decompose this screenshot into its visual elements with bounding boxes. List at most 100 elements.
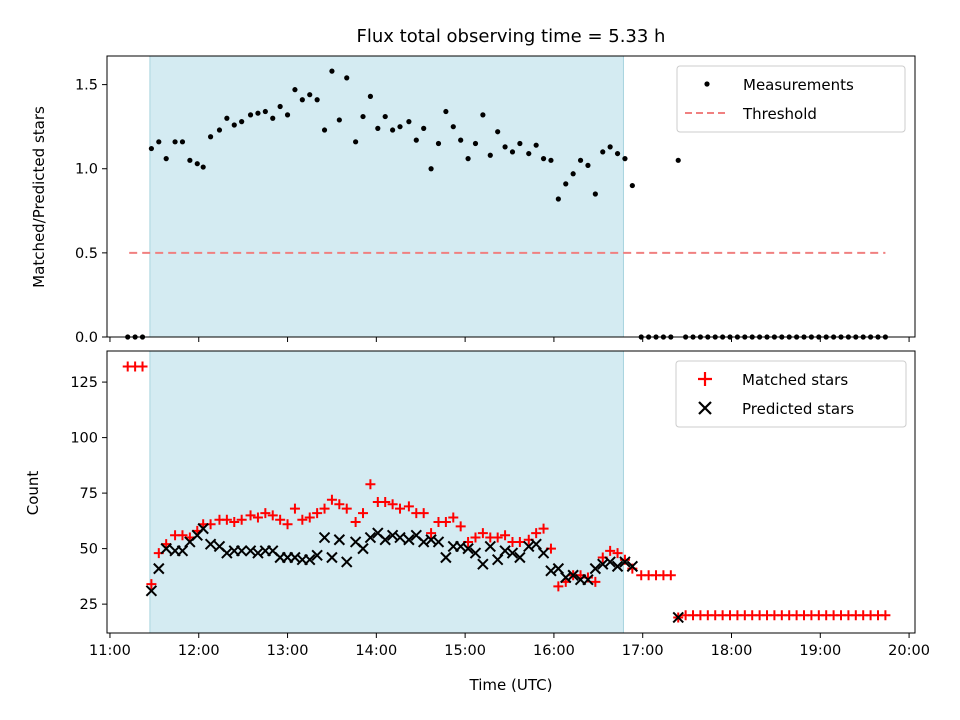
y-tick-label: 0.0 [75,330,98,346]
matched-star-point [229,516,240,527]
matched-star-point [137,361,148,372]
measurement-point [277,103,283,110]
measurement-point [360,113,366,120]
legend-predicted-label: Predicted stars [742,400,854,418]
y-tick-label: 0.5 [75,246,98,262]
chart-title: Flux total observing time = 5.33 h [357,26,666,47]
predicted-star-point [477,558,489,570]
y-tick-label: 1.5 [75,78,98,94]
matched-star-point [267,510,278,521]
matched-star-point [312,508,323,519]
bottom-x-axis-label: Time (UTC) [469,676,553,694]
x-tick-label: 14:00 [355,643,397,659]
y-tick-label: 100 [70,431,98,447]
matched-star-point [365,479,376,490]
measurement-point [629,182,635,189]
measurement-point [555,196,561,202]
predicted-star-point [379,534,391,546]
measurement-point [292,87,298,93]
x-tick-label: 20:00 [888,643,930,659]
predicted-star-point [197,522,209,535]
predicted-star-point [204,538,217,550]
matched-star-point [289,503,300,514]
measurement-point [314,97,320,103]
measurement-point [502,144,508,150]
x-tick-label: 16:00 [533,643,575,659]
bottom-y-ticks: 25 50 75 100 125 [70,375,107,613]
predicted-star-point [145,585,158,597]
matched-star-point [236,514,247,525]
predicted-star-point [311,549,323,561]
measurement-point [224,115,230,121]
predicted-star-point [597,558,609,570]
predicted-star-point [552,562,565,575]
matched-star-point [538,523,549,534]
measurement-point [614,150,621,157]
measurement-point [533,142,539,148]
measurement-point [179,139,186,145]
predicted-star-point [514,551,526,564]
matched-star-point [590,576,601,587]
predicted-star-point [567,569,579,581]
top-y-axis-label: Matched/Predicted stars [30,106,48,288]
measurement-point [495,129,501,135]
matched-star-point [492,532,503,543]
predicted-star-point [357,542,369,555]
predicted-star-point [318,531,331,544]
predicted-star-point [619,556,631,568]
y-tick-label: 50 [80,542,98,558]
measurement-point [239,119,245,125]
predicted-star-point [560,571,572,584]
measurement-point [443,108,449,115]
measurement-point [247,112,254,118]
measurement-point [465,156,471,162]
predicted-star-point [386,529,399,542]
predicted-star-point [364,531,377,544]
measurement-point [163,156,169,162]
legend-predicted-marker [698,401,712,415]
predicted-star-point [672,611,684,624]
measurement-point [397,124,403,130]
measurement-point [526,150,532,157]
measurement-point [548,157,554,163]
matched-star-point [403,501,414,512]
measurement-point [540,156,547,162]
y-tick-label: 1.0 [75,162,98,178]
predicted-star-point [417,536,430,548]
measurement-point [390,127,396,133]
legend-measurements-label: Measurements [743,76,854,94]
measurement-point [509,149,516,155]
predicted-star-point [160,542,172,555]
predicted-star-point [545,565,557,577]
predicted-star-point [333,534,346,546]
predicted-star-point [304,554,316,566]
x-tick-label: 12:00 [178,643,220,659]
top-legend-box [676,65,906,133]
matched-star-point [319,503,330,514]
x-tick-label: 19:00 [799,643,841,659]
x-tick-label: 18:00 [711,643,753,659]
measurement-point [367,93,374,99]
measurement-point [382,113,388,120]
matched-star-point [531,528,542,539]
legend-measurement-marker [704,81,710,87]
measurement-point [307,92,313,98]
legend-matched-label: Matched stars [742,371,848,389]
matched-star-point [477,528,488,539]
matched-star-point [500,530,511,541]
bottom-y-axis-label: Count [24,471,42,516]
predicted-star-point [425,534,437,546]
matched-star-point [350,516,361,527]
measurement-point [406,119,412,125]
predicted-star-point [611,560,624,573]
matched-star-point [605,545,616,556]
y-tick-label: 75 [80,486,98,502]
predicted-star-point [484,540,496,553]
measurement-point [187,157,193,163]
x-tick-label: 13:00 [267,643,309,659]
matched-star-point [553,581,564,592]
predicted-star-point [491,554,504,566]
predicted-star-point [499,545,511,557]
bottom-panel: 25 50 75 100 125 11:00 12:00 13:00 14:00 15:00 16… [24,350,930,694]
